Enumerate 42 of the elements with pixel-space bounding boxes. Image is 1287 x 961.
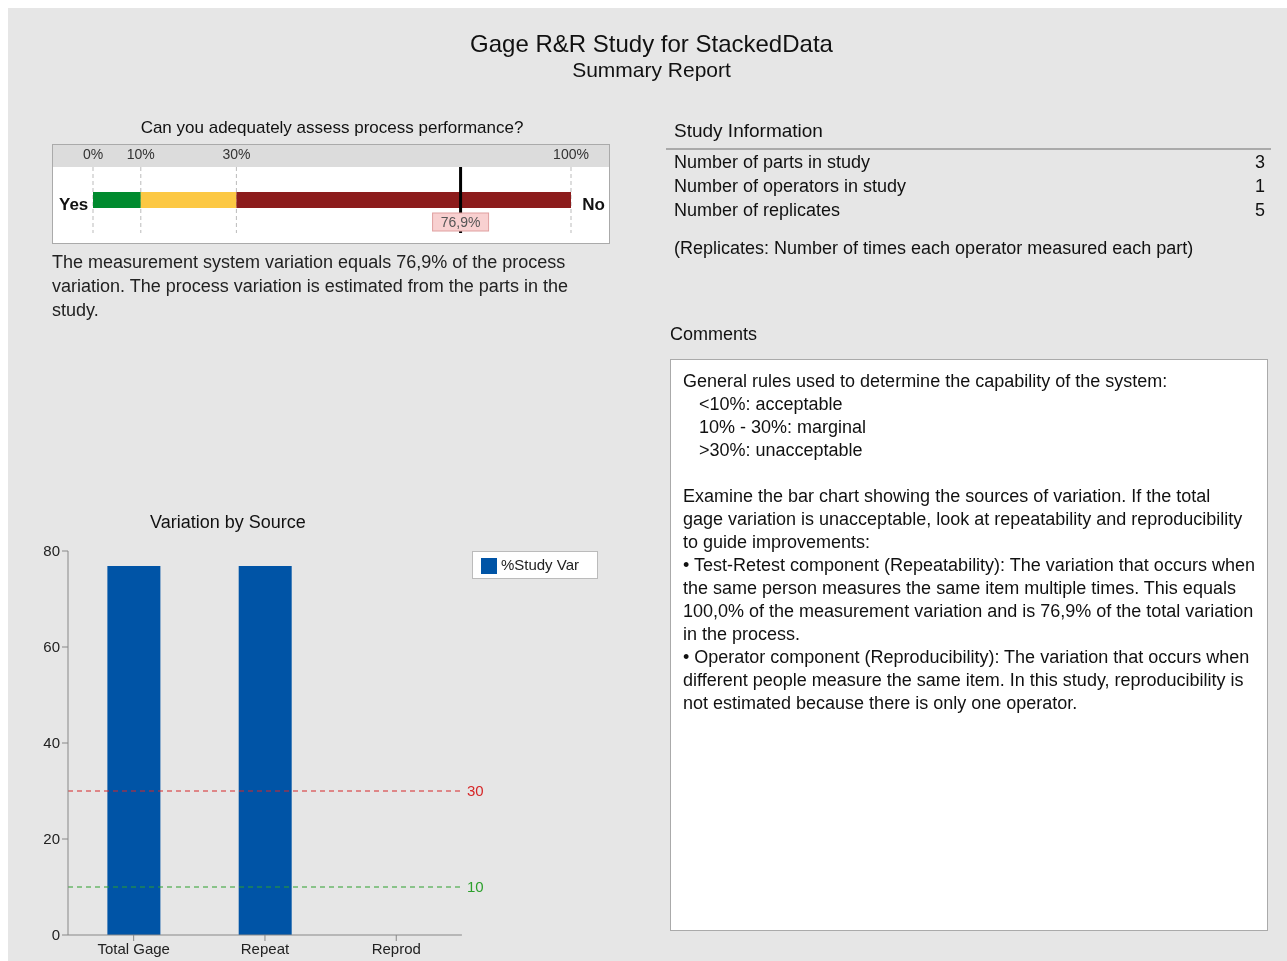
ref-line-label: 76,9% <box>440 214 481 230</box>
ref-line-label: 10 <box>466 878 484 896</box>
text: Examine the bar chart showing the sources of variation. If the total gage variation is unacceptable, look at repeatability and reproducibility to guide improvements: <box>683 485 1244 554</box>
text: Summary Report <box>571 58 732 82</box>
text: • Operator component (Reproducibility): The variation that occurs when different people measure the same item. In this study, reproducibility is not estimated because there is only one operator. <box>683 646 1251 715</box>
x-tick-label: 100% <box>553 146 589 162</box>
bar <box>140 192 237 208</box>
bar <box>236 192 571 208</box>
text: Gage R&R Study for StackedData <box>469 30 834 58</box>
category-label: Number of operators in study <box>674 175 907 198</box>
y-tick-label: 80 <box>43 542 60 560</box>
text: General rules used to determine the capability of the system: <box>683 370 1169 393</box>
text: (Replicates: Number of times each operator measured each part) <box>673 238 1195 259</box>
y-tick-label: 40 <box>43 734 60 752</box>
category-label: Number of parts in study <box>674 151 871 174</box>
legend-label: %Study Var <box>500 556 579 573</box>
x-tick-label: Repeat <box>240 939 290 957</box>
text: 10% - 30%: marginal <box>698 416 868 439</box>
chart-title: Variation by Source <box>149 512 307 533</box>
text: <10%: acceptable <box>698 393 844 416</box>
text: No <box>582 195 605 215</box>
ref-line-label: 30 <box>466 782 484 800</box>
text: The measurement system variation equals 76,9% of the process variation. The process variation is estimated from the parts in the study. <box>52 251 569 322</box>
y-tick-label: 0 <box>51 926 60 944</box>
text: • Test-Retest component (Repeatability): The variation that occurs when the same person measures the same item multiple times. This equals 100,0% of the measurement variation and is 76,9% of the total variation in the process. <box>683 554 1255 646</box>
chart-title: Can you adequately assess process performance? <box>139 118 525 138</box>
category-label: Number of replicates <box>674 199 841 222</box>
data-label: 1 <box>1254 175 1265 198</box>
x-tick-label: Reprod <box>371 939 421 957</box>
x-tick-label: 0% <box>82 146 104 162</box>
x-tick-label: Total Gage <box>97 939 170 957</box>
text: Comments <box>670 324 759 345</box>
x-tick-label: 10% <box>126 146 155 162</box>
data-label: 5 <box>1254 199 1265 222</box>
text: Study Information <box>666 120 1271 150</box>
bar <box>93 192 141 208</box>
x-tick-label: 30% <box>222 146 251 162</box>
data-label: 3 <box>1254 151 1265 174</box>
y-tick-label: 60 <box>43 638 60 656</box>
text: Yes <box>59 195 89 215</box>
y-tick-label: 20 <box>43 830 60 848</box>
text: >30%: unacceptable <box>698 439 864 462</box>
